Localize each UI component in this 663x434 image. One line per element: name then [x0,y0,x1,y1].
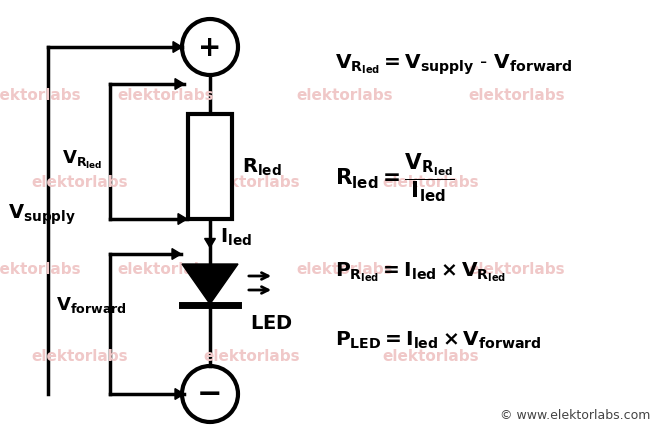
Text: elektorlabs: elektorlabs [31,349,128,363]
Text: © www.elektorlabs.com: © www.elektorlabs.com [500,408,650,421]
Text: $\mathbf{V_{R_{led}} = V_{supply}\ \text{-}\ V_{forward}}$: $\mathbf{V_{R_{led}} = V_{supply}\ \text… [335,53,573,77]
Text: $\mathbf{V_{supply}}$: $\mathbf{V_{supply}}$ [8,202,76,227]
Polygon shape [172,249,181,260]
Text: elektorlabs: elektorlabs [469,262,566,276]
Text: +: + [198,34,221,62]
Polygon shape [173,43,182,53]
Text: $\mathbf{P_{R_{led}} = I_{led} \times V_{R_{led}}}$: $\mathbf{P_{R_{led}} = I_{led} \times V_… [335,260,507,283]
Text: $\mathbf{P_{LED} = I_{led} \times V_{forward}}$: $\mathbf{P_{LED} = I_{led} \times V_{for… [335,329,542,350]
Text: elektorlabs: elektorlabs [383,175,479,190]
Text: elektorlabs: elektorlabs [117,262,214,276]
Text: $\mathbf{LED}$: $\mathbf{LED}$ [250,314,293,333]
Text: elektorlabs: elektorlabs [383,349,479,363]
Polygon shape [178,214,187,225]
Text: −: − [198,380,223,408]
Text: elektorlabs: elektorlabs [296,88,393,103]
Text: elektorlabs: elektorlabs [117,88,214,103]
Text: elektorlabs: elektorlabs [469,88,566,103]
Text: $\mathbf{V_{R_{led}}}$: $\mathbf{V_{R_{led}}}$ [62,148,103,171]
Text: $\mathbf{R_{led} = \dfrac{V_{R_{led}}}{I_{led}}}$: $\mathbf{R_{led} = \dfrac{V_{R_{led}}}{I… [335,151,455,204]
Text: $\mathbf{I_{led}}$: $\mathbf{I_{led}}$ [220,226,252,247]
Polygon shape [182,264,238,304]
Polygon shape [205,239,215,248]
Polygon shape [175,389,184,399]
Text: elektorlabs: elektorlabs [204,175,300,190]
Text: $\mathbf{R_{led}}$: $\mathbf{R_{led}}$ [242,157,282,178]
Text: elektorlabs: elektorlabs [0,262,82,276]
Text: elektorlabs: elektorlabs [0,88,82,103]
Polygon shape [175,79,184,90]
Text: $\mathbf{V_{forward}}$: $\mathbf{V_{forward}}$ [56,294,127,314]
Text: elektorlabs: elektorlabs [204,349,300,363]
Text: elektorlabs: elektorlabs [296,262,393,276]
Text: elektorlabs: elektorlabs [31,175,128,190]
Bar [188,115,232,220]
